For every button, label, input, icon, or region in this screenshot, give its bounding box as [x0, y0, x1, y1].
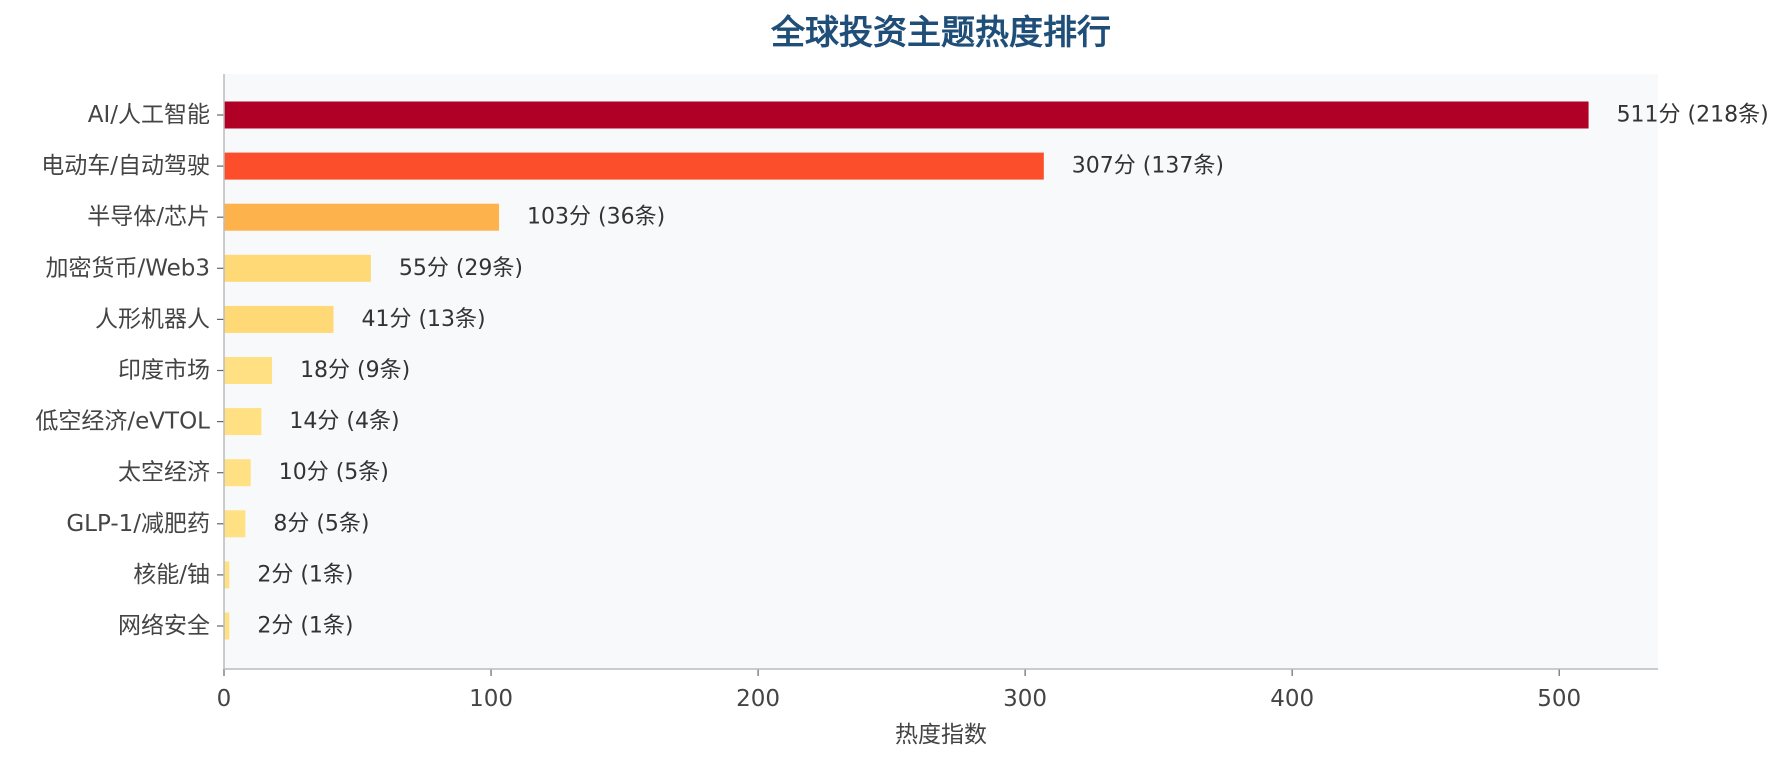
category-label: 核能/铀: [133, 562, 210, 588]
x-axis-title: 热度指数: [895, 722, 987, 748]
bar-data-label: 10分 (5条): [279, 460, 389, 485]
bar: [224, 152, 1044, 180]
bar-data-label: 14分 (4条): [289, 409, 399, 434]
data-labels-group: 511分 (218条) 307分 (137条) 103分 (36条) 55分 (29条…: [257, 103, 1768, 639]
bars-group: [224, 101, 1589, 640]
category-label: 加密货币/Web3: [45, 255, 210, 281]
bar-data-label: 307分 (137条): [1072, 154, 1224, 179]
category-label: GLP-1/减肥药: [66, 511, 210, 537]
x-tick-label: 100: [469, 686, 513, 712]
bar-data-label: 511分 (218条): [1617, 103, 1769, 128]
x-axis-ticks-group: 0 100 200 300 400 500: [217, 669, 1581, 712]
bar: [224, 254, 371, 282]
bar-data-label: 8分 (5条): [273, 511, 369, 536]
bar-data-label: 103分 (36条): [527, 205, 665, 230]
bar: [224, 101, 1589, 129]
bar: [224, 612, 230, 640]
category-label: 网络安全: [118, 613, 210, 639]
category-label: 印度市场: [118, 358, 210, 384]
bar-data-label: 2分 (1条): [257, 562, 353, 587]
category-label: 电动车/自动驾驶: [41, 153, 210, 179]
x-tick-label: 200: [736, 686, 780, 712]
category-label: 太空经济: [118, 460, 210, 486]
category-label: 人形机器人: [95, 306, 210, 332]
bar: [224, 203, 500, 231]
bar-data-label: 55分 (29条): [399, 256, 523, 281]
bar: [224, 305, 334, 333]
x-tick-label: 500: [1537, 686, 1581, 712]
category-label: AI/人工智能: [88, 102, 210, 128]
bar-data-label: 41分 (13条): [361, 307, 485, 332]
bar-data-label: 2分 (1条): [257, 614, 353, 639]
bar-data-label: 18分 (9条): [300, 358, 410, 383]
x-tick-label: 400: [1270, 686, 1314, 712]
bar: [224, 459, 251, 487]
category-label: 低空经济/eVTOL: [35, 409, 210, 435]
bar: [224, 510, 246, 538]
bar: [224, 357, 273, 384]
bar: [224, 561, 230, 589]
category-label: 半导体/芯片: [87, 204, 210, 230]
chart-title: 全球投资主题热度排行: [770, 13, 1111, 53]
bar: [224, 408, 262, 436]
x-tick-label: 300: [1003, 686, 1047, 712]
x-tick-label: 0: [217, 686, 232, 712]
